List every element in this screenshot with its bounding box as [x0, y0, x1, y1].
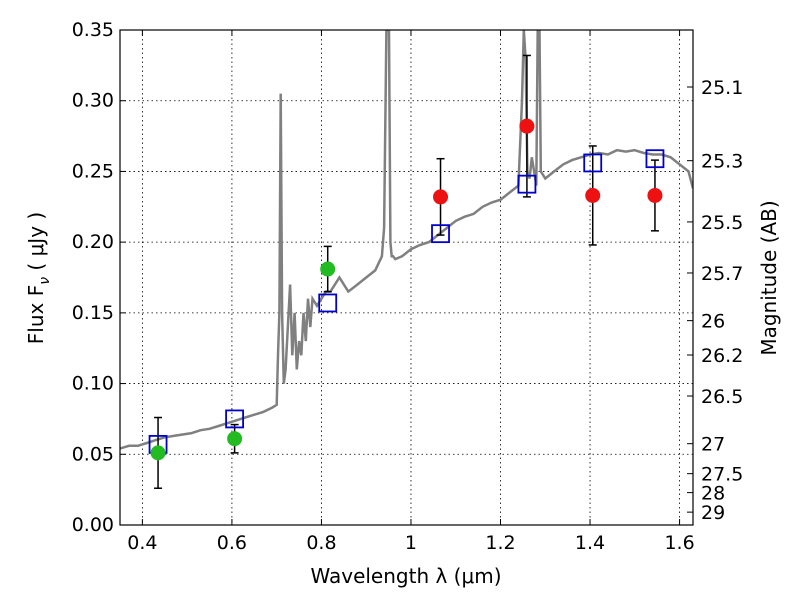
x-tick-label: 0.8 — [306, 532, 336, 554]
y-tick-label: 0.10 — [72, 373, 114, 395]
y2-tick-label: 28 — [701, 483, 725, 505]
y2-tick-label: 26 — [701, 311, 725, 333]
y-axis-label: Flux Fν ( μJy ) — [24, 212, 53, 344]
photometry-point — [433, 189, 449, 205]
photometry-point — [585, 187, 601, 203]
y-tick-label: 0.20 — [72, 231, 114, 253]
y-tick-label: 0.25 — [72, 160, 114, 182]
data-markers — [148, 118, 665, 461]
tick-labels: 0.4 0.6 0.8 1 1.2 1.4 1.6 0.00 0.05 0.10 0.15 0.20 0… — [72, 19, 744, 554]
grid-lines — [120, 29, 693, 526]
x-tick-label: 1.4 — [575, 532, 605, 554]
plot-frame — [119, 29, 694, 526]
y-axis-label-subscript: ν — [37, 277, 53, 285]
y-tick-label: 0.35 — [72, 19, 114, 41]
x-axis-label: Wavelength λ (μm) — [310, 564, 501, 588]
model-spectrum-line — [120, 30, 693, 450]
y-tick-label: 0.15 — [72, 302, 114, 324]
photometry-point — [320, 261, 336, 277]
model-square-marker — [431, 224, 450, 244]
photometry-point — [519, 118, 535, 134]
photometry-point — [647, 187, 663, 203]
y2-tick-label: 25.1 — [701, 77, 743, 99]
y2-tick-label: 25.7 — [701, 263, 743, 285]
plot-content — [120, 30, 693, 489]
model-square-marker — [583, 153, 603, 173]
y2-tick-label: 26.2 — [701, 345, 743, 367]
model-square-marker — [318, 293, 338, 313]
y-axis-label-unit: ( μJy ) — [24, 212, 48, 277]
x-tick-label: 0.4 — [127, 532, 157, 554]
model-square-marker — [645, 149, 665, 169]
axis-ticks — [120, 29, 693, 526]
y2-axis-label: Magnitude (AB) — [757, 200, 781, 355]
x-tick-label: 1 — [405, 532, 417, 554]
y-axis-label-main: Flux F — [24, 285, 48, 344]
y-tick-label: 0.05 — [72, 443, 114, 465]
y-tick-label: 0.30 — [72, 90, 114, 112]
y2-tick-label: 29 — [701, 502, 725, 524]
photometry-point — [227, 431, 243, 447]
y2-tick-label: 26.5 — [701, 386, 743, 408]
model-square-marker — [225, 409, 245, 429]
model-square-marker — [517, 174, 537, 194]
y2-tick-label: 27 — [701, 434, 725, 456]
photometry-point — [150, 445, 166, 461]
x-tick-label: 1.6 — [664, 532, 694, 554]
y-tick-label: 0.00 — [72, 514, 114, 536]
y2-tick-label: 25.5 — [701, 212, 743, 234]
x-tick-label: 0.6 — [217, 532, 247, 554]
x-tick-label: 1.2 — [485, 532, 515, 554]
y2-tick-label: 27.5 — [701, 464, 743, 486]
y2-tick-label: 25.3 — [701, 151, 743, 173]
